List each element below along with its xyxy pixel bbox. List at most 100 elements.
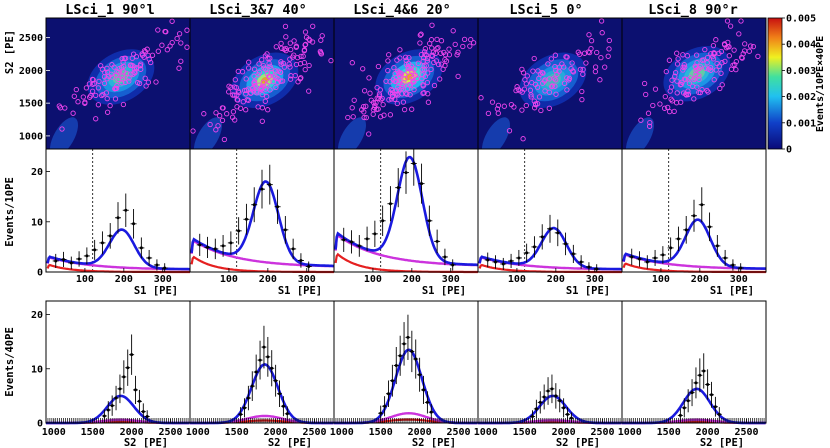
event-marker	[519, 89, 525, 95]
heatmap-panel: 1000 1500 2000 2500	[19, 17, 191, 157]
event-marker	[602, 64, 608, 70]
event-marker	[443, 58, 450, 64]
event-marker	[291, 38, 297, 44]
s2-data-point	[250, 384, 254, 388]
event-marker	[159, 42, 165, 48]
event-marker	[128, 71, 134, 77]
event-marker	[579, 88, 585, 95]
s2-xtick-label: 2500	[734, 427, 758, 438]
s1-data-point	[124, 208, 128, 212]
event-marker	[243, 76, 249, 82]
event-marker	[731, 47, 737, 53]
event-marker	[234, 92, 240, 98]
s2-xtick-label: 1000	[42, 427, 66, 438]
s2-xtick-label: 1000	[330, 427, 354, 438]
event-marker	[162, 28, 168, 35]
s1-data-point	[291, 247, 295, 251]
s1-data-point	[412, 162, 416, 166]
s2-xtick-label: 1000	[186, 427, 210, 438]
event-marker	[377, 87, 383, 93]
event-marker	[441, 49, 447, 56]
event-marker	[696, 73, 702, 79]
event-marker	[231, 92, 238, 98]
event-marker	[388, 96, 395, 102]
event-marker	[580, 71, 586, 77]
s1-data-point	[229, 241, 233, 245]
s1-data-point	[139, 246, 143, 250]
event-marker	[278, 59, 284, 65]
event-marker	[73, 86, 79, 93]
event-marker	[408, 63, 415, 69]
s1-data-point	[404, 171, 408, 175]
event-marker	[746, 48, 752, 54]
event-marker	[429, 22, 435, 28]
s2-data-point	[126, 366, 130, 370]
event-marker	[288, 73, 294, 79]
event-marker	[385, 58, 391, 64]
event-marker	[229, 114, 236, 120]
event-marker	[680, 64, 686, 70]
s1-data-point	[244, 217, 248, 221]
top-ytick-label: 2500	[19, 33, 43, 44]
s1-data-point	[155, 263, 159, 267]
event-marker	[254, 88, 260, 94]
event-marker	[718, 48, 725, 55]
s1-data-point	[427, 219, 431, 223]
event-marker	[556, 64, 563, 70]
event-marker	[366, 131, 372, 137]
event-marker	[142, 75, 148, 81]
event-marker	[56, 103, 62, 109]
event-marker	[120, 101, 127, 108]
top-ytick-label: 2000	[19, 66, 43, 77]
event-marker	[424, 79, 431, 86]
event-marker	[404, 86, 411, 92]
s1-data-point	[54, 259, 58, 263]
event-marker	[361, 114, 367, 121]
event-marker	[174, 35, 180, 42]
event-marker	[272, 68, 279, 74]
event-marker	[219, 117, 226, 124]
s1-data-point	[77, 257, 81, 261]
event-marker	[392, 70, 398, 77]
event-marker	[442, 62, 448, 69]
event-marker	[268, 70, 275, 76]
s1-xtick-label: 200	[691, 274, 709, 285]
s1-xtick-label: 100	[364, 274, 382, 285]
s2-data-point	[538, 400, 542, 404]
event-marker	[405, 66, 411, 72]
event-marker	[190, 128, 196, 134]
event-marker	[234, 97, 240, 103]
s2-data-point	[554, 394, 558, 398]
s2-data-point	[285, 412, 289, 416]
event-marker	[693, 71, 699, 77]
s2-data-point	[106, 408, 110, 412]
event-marker	[685, 91, 691, 98]
event-marker	[122, 55, 129, 61]
event-marker	[696, 65, 703, 72]
s2-data-point	[394, 364, 398, 368]
event-marker	[396, 87, 402, 93]
s1-panel-background	[190, 149, 334, 272]
event-marker	[266, 60, 272, 67]
event-marker	[381, 112, 387, 118]
event-marker	[418, 51, 425, 58]
s1-xtick-label: 100	[652, 274, 670, 285]
event-marker	[153, 79, 159, 85]
event-marker	[273, 84, 279, 91]
event-marker	[674, 50, 680, 56]
s2-ytick-label: 10	[31, 364, 43, 375]
event-marker	[419, 72, 425, 78]
event-marker	[725, 44, 731, 50]
event-marker	[104, 65, 110, 72]
s2-xtick-label: 1500	[513, 427, 537, 438]
event-marker	[675, 56, 681, 62]
event-marker	[383, 78, 389, 84]
event-marker	[385, 67, 391, 74]
event-marker	[552, 83, 558, 89]
event-marker	[246, 59, 252, 65]
event-marker	[570, 68, 576, 74]
event-marker	[605, 53, 611, 59]
event-marker	[139, 52, 146, 58]
event-marker	[318, 37, 324, 43]
